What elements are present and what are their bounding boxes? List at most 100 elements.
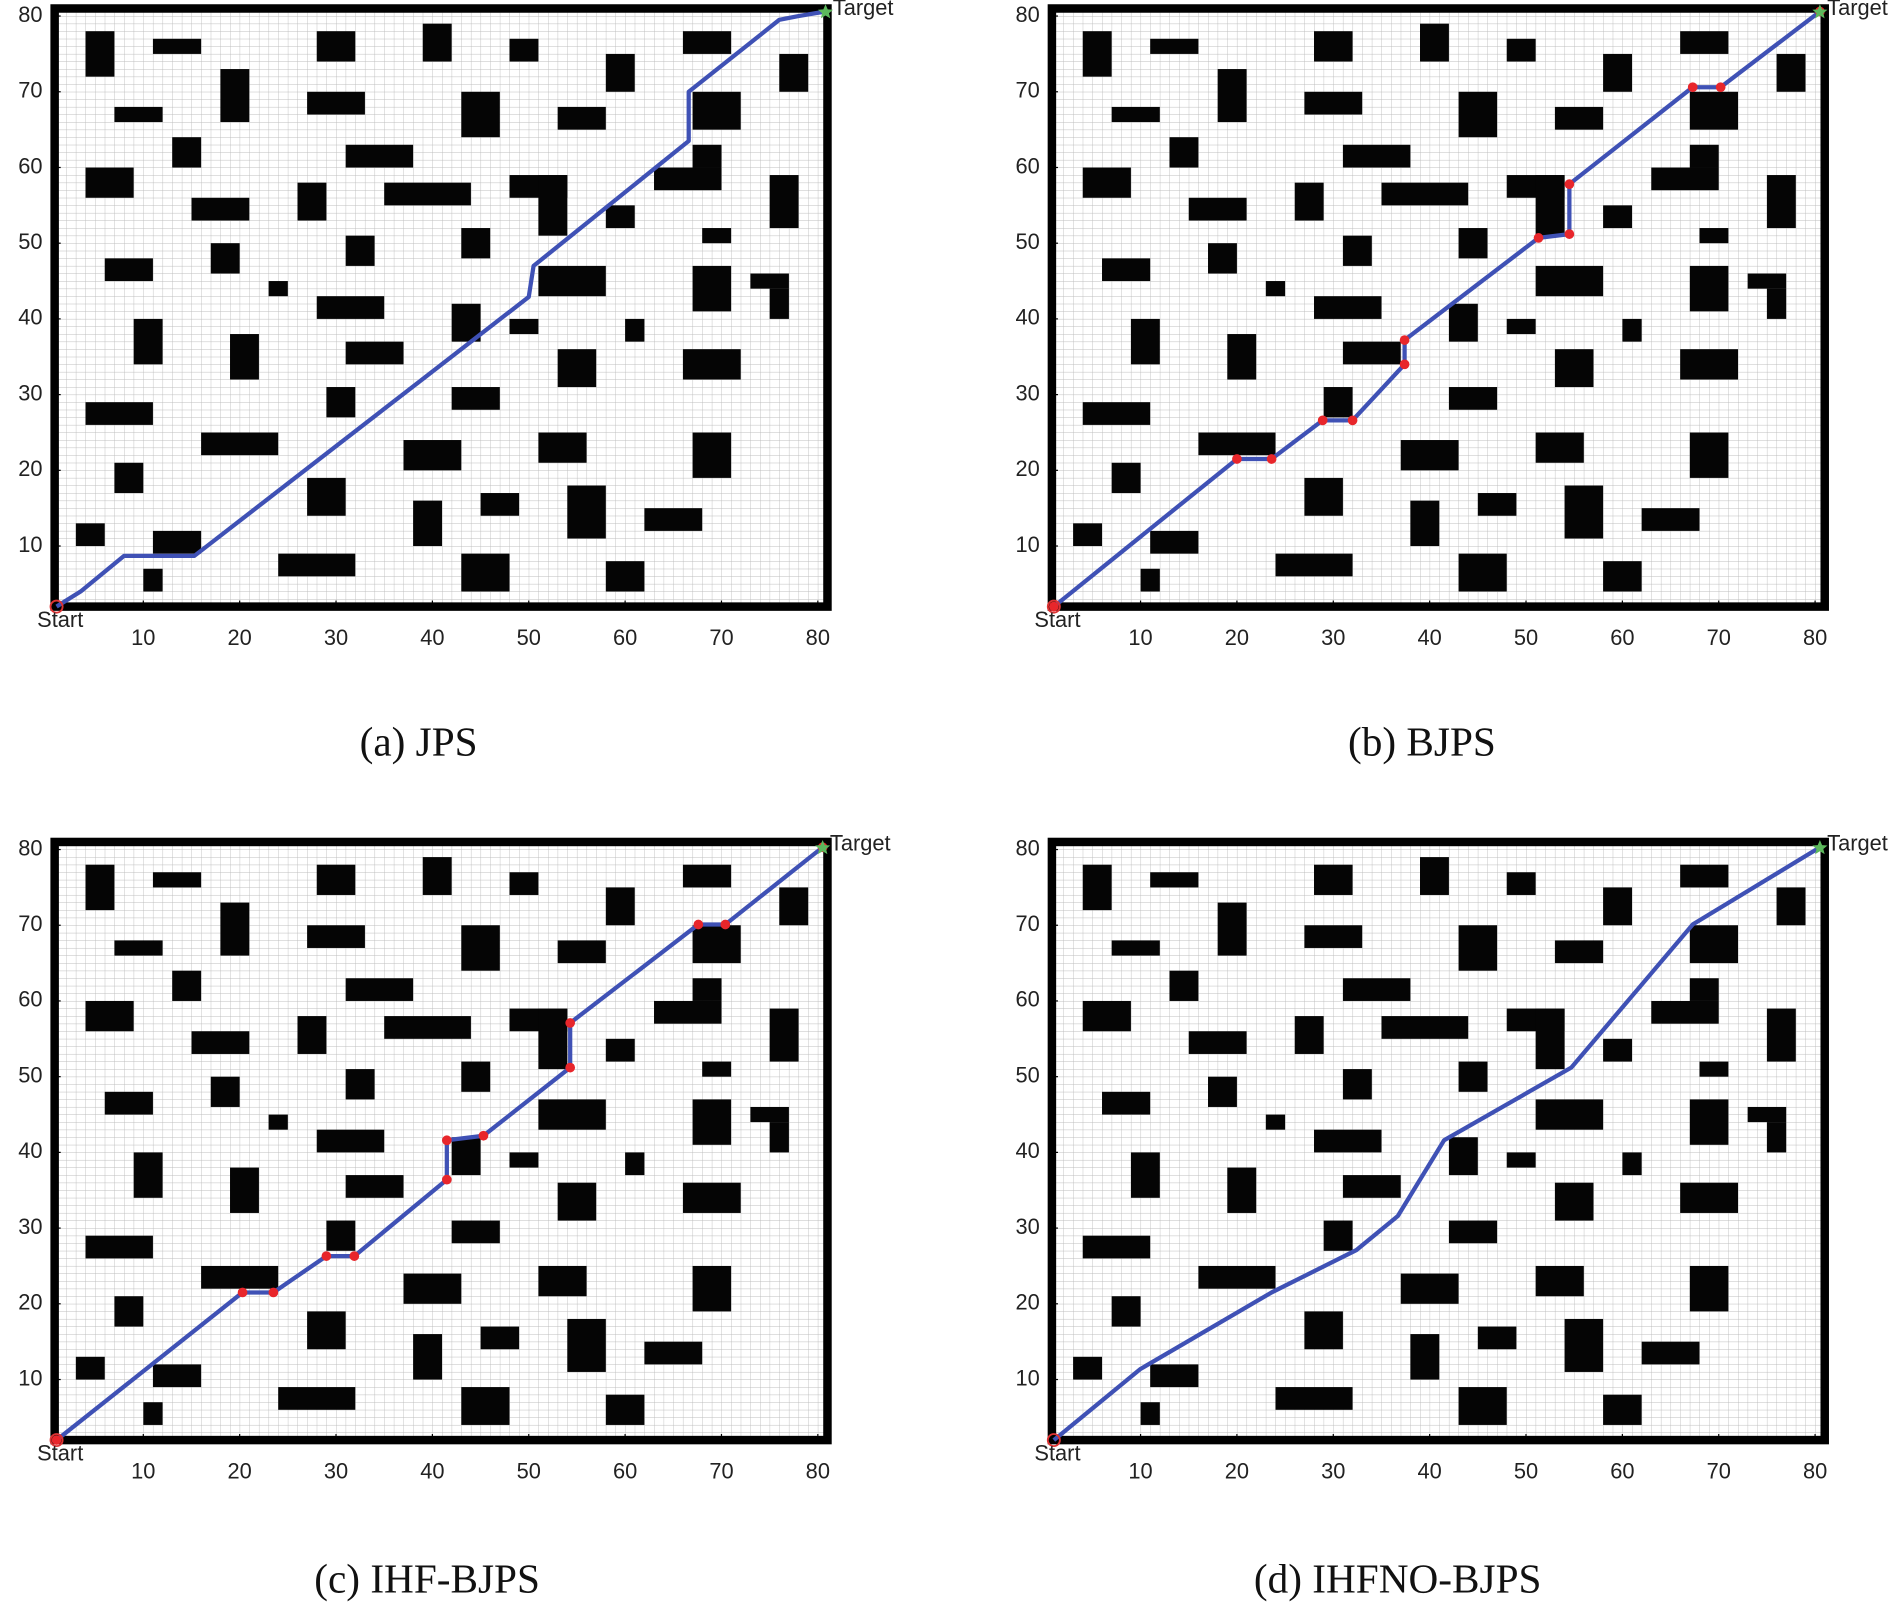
y-tick-label: 80 bbox=[1015, 2, 1039, 27]
obstacle bbox=[1082, 864, 1112, 911]
y-tick-label: 60 bbox=[18, 153, 42, 178]
x-tick-label: 50 bbox=[1514, 1459, 1538, 1484]
obstacle bbox=[1400, 1273, 1459, 1304]
obstacle bbox=[1535, 432, 1584, 463]
obstacle bbox=[1699, 228, 1729, 244]
obstacle bbox=[480, 1326, 520, 1350]
obstacle bbox=[210, 243, 240, 274]
obstacle bbox=[1150, 530, 1199, 554]
obstacle bbox=[750, 273, 789, 289]
obstacle bbox=[682, 349, 741, 380]
x-tick-label: 60 bbox=[613, 1459, 637, 1484]
obstacle bbox=[1448, 1220, 1498, 1244]
y-tick-label: 50 bbox=[18, 1062, 42, 1087]
start-label: Start bbox=[37, 607, 83, 632]
obstacle bbox=[1776, 53, 1806, 92]
obstacle bbox=[1111, 1296, 1141, 1327]
obstacle bbox=[625, 318, 645, 342]
obstacle bbox=[1342, 341, 1401, 365]
obstacle bbox=[461, 91, 500, 138]
target-label: Target bbox=[830, 831, 891, 856]
path-node bbox=[1399, 359, 1410, 370]
path-node bbox=[349, 1251, 360, 1261]
obstacle bbox=[538, 432, 587, 463]
obstacle bbox=[750, 1106, 789, 1123]
obstacle bbox=[1304, 477, 1343, 516]
obstacle bbox=[1603, 1038, 1633, 1062]
y-tick-label: 80 bbox=[18, 2, 42, 27]
obstacle bbox=[1111, 462, 1141, 494]
plot-frame bbox=[50, 837, 832, 1445]
obstacle bbox=[1227, 1167, 1257, 1213]
y-tick-label: 60 bbox=[1015, 987, 1039, 1012]
obstacle bbox=[538, 1008, 568, 1070]
obstacle bbox=[1342, 978, 1411, 1001]
obstacle bbox=[1766, 1008, 1796, 1062]
x-tick-label: 20 bbox=[228, 625, 252, 650]
obstacle bbox=[1082, 1235, 1151, 1259]
obstacle bbox=[1680, 349, 1739, 380]
panel: 10 20 30 40 50 60 70 80 10 20 30 40 50 60 70 80 Start Tar… bbox=[1015, 0, 1887, 766]
caption: (d) IHFNO-BJPS bbox=[1254, 1556, 1542, 1603]
panel: 10 20 30 40 50 60 70 80 10 20 30 40 50 60 70 80 Start Tar… bbox=[18, 0, 893, 766]
obstacle bbox=[307, 91, 365, 115]
obstacle bbox=[1689, 1099, 1729, 1145]
obstacle bbox=[567, 485, 606, 539]
path-node bbox=[268, 1287, 279, 1298]
obstacle bbox=[1208, 1076, 1237, 1107]
x-tick-label: 10 bbox=[131, 625, 155, 650]
obstacle bbox=[114, 940, 163, 956]
path-node bbox=[1399, 335, 1410, 345]
y-tick-label: 20 bbox=[1015, 1290, 1039, 1315]
obstacle bbox=[1150, 872, 1199, 888]
obstacle bbox=[220, 69, 250, 123]
obstacle bbox=[1102, 258, 1151, 282]
obstacle bbox=[114, 462, 144, 494]
obstacle bbox=[557, 940, 606, 964]
obstacle bbox=[1603, 53, 1633, 92]
path-line bbox=[1052, 845, 1822, 1442]
obstacle bbox=[1448, 303, 1478, 342]
obstacle bbox=[268, 281, 288, 297]
obstacle bbox=[1458, 1387, 1507, 1425]
obstacle bbox=[509, 1152, 539, 1168]
obstacle bbox=[1564, 485, 1604, 539]
obstacle bbox=[1400, 440, 1459, 471]
y-tick-label: 40 bbox=[1015, 305, 1039, 330]
obstacle bbox=[605, 561, 645, 592]
obstacle bbox=[133, 318, 163, 365]
start-label: Start bbox=[1034, 607, 1080, 632]
obstacle bbox=[307, 477, 346, 516]
y-tick-label: 20 bbox=[18, 456, 42, 481]
start-label: Start bbox=[37, 1440, 83, 1465]
obstacle bbox=[307, 925, 365, 948]
obstacle bbox=[557, 1182, 597, 1221]
obstacle bbox=[1082, 31, 1112, 77]
path-node bbox=[441, 1174, 452, 1185]
obstacle bbox=[1680, 864, 1729, 888]
path-node bbox=[565, 1018, 576, 1028]
target-label: Target bbox=[1827, 0, 1888, 20]
obstacle bbox=[1554, 349, 1594, 388]
obstacle bbox=[1477, 493, 1517, 516]
obstacle bbox=[1689, 1265, 1729, 1312]
obstacle bbox=[682, 864, 732, 888]
obstacle bbox=[104, 258, 153, 282]
x-tick-label: 40 bbox=[420, 1459, 444, 1484]
obstacle bbox=[210, 1076, 240, 1107]
obstacle bbox=[133, 1152, 163, 1198]
obstacle bbox=[201, 1265, 279, 1289]
obstacle bbox=[644, 1341, 703, 1365]
obstacle bbox=[1342, 144, 1411, 168]
x-tick-label: 70 bbox=[1707, 625, 1731, 650]
plot-frame bbox=[1047, 4, 1829, 611]
y-tick-label: 40 bbox=[1015, 1138, 1039, 1163]
obstacle bbox=[1535, 1008, 1565, 1070]
obstacle bbox=[1140, 1402, 1160, 1425]
y-tick-label: 30 bbox=[1015, 1214, 1039, 1239]
plot-frame bbox=[50, 4, 832, 611]
obstacle bbox=[702, 228, 732, 244]
obstacle bbox=[557, 106, 606, 130]
path-node bbox=[565, 1062, 576, 1073]
obstacle bbox=[1554, 940, 1604, 964]
